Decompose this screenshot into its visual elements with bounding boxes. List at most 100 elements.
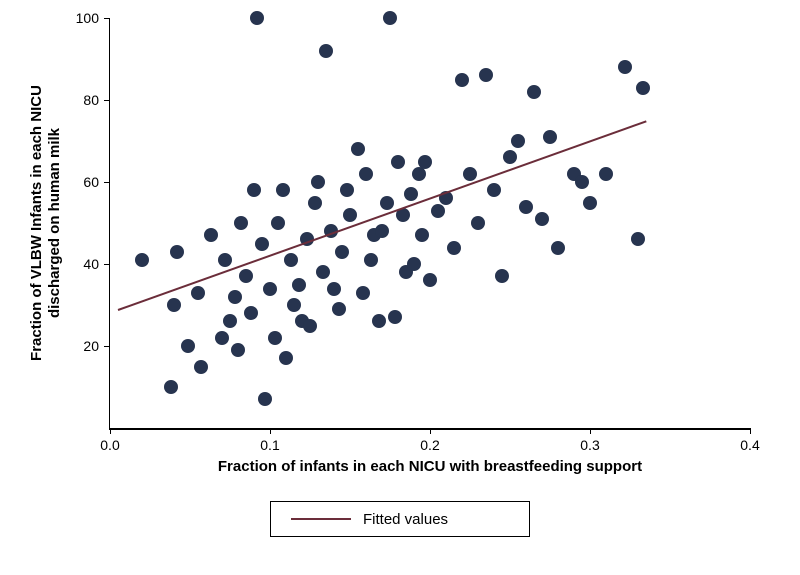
data-point [255, 237, 269, 251]
data-point [583, 196, 597, 210]
x-tick-label: 0.0 [100, 437, 119, 453]
data-point [415, 228, 429, 242]
data-point [218, 253, 232, 267]
data-point [194, 360, 208, 374]
data-point [343, 208, 357, 222]
data-point [495, 269, 509, 283]
data-point [247, 183, 261, 197]
x-tick [430, 428, 432, 434]
y-tick-label: 60 [83, 174, 99, 190]
data-point [239, 269, 253, 283]
data-point [431, 204, 445, 218]
data-point [181, 339, 195, 353]
data-point [519, 200, 533, 214]
data-point [215, 331, 229, 345]
data-point [167, 298, 181, 312]
data-point [258, 392, 272, 406]
data-point [551, 241, 565, 255]
data-point [263, 282, 277, 296]
data-point [418, 155, 432, 169]
data-point [204, 228, 218, 242]
data-point [170, 245, 184, 259]
data-point [135, 253, 149, 267]
y-tick [104, 264, 110, 266]
data-point [244, 306, 258, 320]
y-axis-title-line1: Fraction of VLBW Infants in each NICU [28, 18, 46, 428]
data-point [292, 278, 306, 292]
x-tick-label: 0.3 [580, 437, 599, 453]
data-point [279, 351, 293, 365]
data-point [447, 241, 461, 255]
data-point [311, 175, 325, 189]
data-point [284, 253, 298, 267]
data-point [231, 343, 245, 357]
data-point [250, 11, 264, 25]
data-point [383, 11, 397, 25]
data-point [391, 155, 405, 169]
data-point [332, 302, 346, 316]
data-point [268, 331, 282, 345]
data-point [191, 286, 205, 300]
data-point [388, 310, 402, 324]
data-point [471, 216, 485, 230]
data-point [463, 167, 477, 181]
data-point [234, 216, 248, 230]
data-point [340, 183, 354, 197]
x-tick [110, 428, 112, 434]
data-point [618, 60, 632, 74]
data-point [276, 183, 290, 197]
legend-label: Fitted values [363, 511, 448, 528]
data-point [228, 290, 242, 304]
data-point [359, 167, 373, 181]
data-point [271, 216, 285, 230]
x-axis-title: Fraction of infants in each NICU with br… [110, 458, 750, 475]
data-point [412, 167, 426, 181]
data-point [223, 314, 237, 328]
data-point [375, 224, 389, 238]
data-point [287, 298, 301, 312]
data-point [535, 212, 549, 226]
y-tick-label: 80 [83, 92, 99, 108]
x-tick [590, 428, 592, 434]
y-axis-title-line2: discharged on human milk [46, 18, 64, 428]
data-point [575, 175, 589, 189]
data-point [303, 319, 317, 333]
data-point [380, 196, 394, 210]
x-tick-label: 0.1 [260, 437, 279, 453]
data-point [407, 257, 421, 271]
x-tick [750, 428, 752, 434]
y-tick [104, 18, 110, 20]
x-tick [270, 428, 272, 434]
data-point [308, 196, 322, 210]
y-tick-label: 20 [83, 338, 99, 354]
data-point [599, 167, 613, 181]
y-tick-label: 40 [83, 256, 99, 272]
data-point [404, 187, 418, 201]
data-point [511, 134, 525, 148]
data-point [335, 245, 349, 259]
y-tick [104, 182, 110, 184]
data-point [164, 380, 178, 394]
data-point [372, 314, 386, 328]
legend-line-swatch [291, 518, 351, 520]
x-tick-label: 0.2 [420, 437, 439, 453]
data-point [503, 150, 517, 164]
y-axis-line [109, 18, 111, 430]
data-point [327, 282, 341, 296]
legend: Fitted values [270, 501, 530, 537]
data-point [356, 286, 370, 300]
x-tick-label: 0.4 [740, 437, 759, 453]
data-point [487, 183, 501, 197]
y-tick [104, 346, 110, 348]
y-tick-label: 100 [76, 10, 99, 26]
data-point [636, 81, 650, 95]
data-point [455, 73, 469, 87]
data-point [351, 142, 365, 156]
y-axis-title: Fraction of VLBW Infants in each NICU di… [28, 18, 64, 428]
data-point [543, 130, 557, 144]
y-tick [104, 100, 110, 102]
data-point [364, 253, 378, 267]
data-point [527, 85, 541, 99]
data-point [631, 232, 645, 246]
data-point [479, 68, 493, 82]
